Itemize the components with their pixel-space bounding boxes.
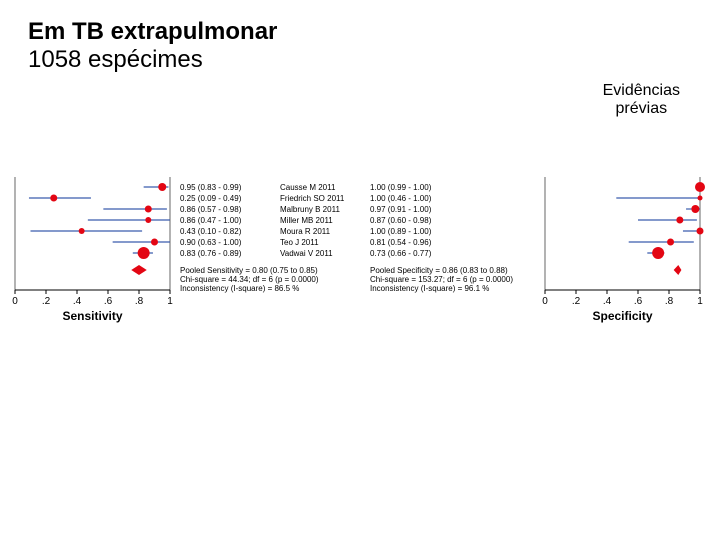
svg-text:Chi-square = 153.27; df = 6 (p: Chi-square = 153.27; df = 6 (p = 0.0000) <box>370 275 513 284</box>
svg-text:.6: .6 <box>634 296 643 307</box>
svg-text:.6: .6 <box>104 296 113 307</box>
svg-text:Inconsistency (I-square) = 96.: Inconsistency (I-square) = 96.1 % <box>370 284 489 293</box>
title-line1: Em TB extrapulmonar <box>28 18 277 46</box>
svg-text:1.00 (0.89 - 1.00): 1.00 (0.89 - 1.00) <box>370 227 432 236</box>
svg-text:0.83 (0.76 - 0.89): 0.83 (0.76 - 0.89) <box>180 249 242 258</box>
svg-text:0.90 (0.63 - 1.00): 0.90 (0.63 - 1.00) <box>180 238 242 247</box>
svg-text:Pooled Specificity = 0.86 (0.8: Pooled Specificity = 0.86 (0.83 to 0.88) <box>370 266 508 275</box>
svg-text:Vadwai V 2011: Vadwai V 2011 <box>280 249 333 258</box>
svg-text:0.73 (0.66 - 0.77): 0.73 (0.66 - 0.77) <box>370 249 432 258</box>
svg-text:0.97 (0.91 - 1.00): 0.97 (0.91 - 1.00) <box>370 205 432 214</box>
svg-text:1: 1 <box>697 296 703 307</box>
svg-text:.8: .8 <box>135 296 144 307</box>
side-label: Evidências prévias <box>603 82 680 118</box>
svg-text:Causse M 2011: Causse M 2011 <box>280 183 336 192</box>
svg-text:0: 0 <box>12 296 18 307</box>
svg-text:.8: .8 <box>665 296 674 307</box>
forest-plot-svg: Causse M 2011 Friedrich SO 2011 Malbruny B… <box>5 175 715 345</box>
title-line2: 1058 espécimes <box>28 46 277 74</box>
svg-text:Moura R 2011: Moura R 2011 <box>280 227 331 236</box>
svg-text:.4: .4 <box>73 296 82 307</box>
svg-text:0: 0 <box>542 296 548 307</box>
side-label-line1: Evidências <box>603 82 680 100</box>
page-title: Em TB extrapulmonar 1058 espécimes <box>28 18 277 74</box>
svg-text:Specificity: Specificity <box>592 309 652 323</box>
forest-plot-container: Causse M 2011 Friedrich SO 2011 Malbruny B… <box>5 175 715 345</box>
svg-text:0.95 (0.83 - 0.99): 0.95 (0.83 - 0.99) <box>180 183 242 192</box>
svg-text:0.87 (0.60 - 0.98): 0.87 (0.60 - 0.98) <box>370 216 432 225</box>
svg-text:0.81 (0.54 - 0.96): 0.81 (0.54 - 0.96) <box>370 238 432 247</box>
svg-text:Pooled Sensitivity = 0.80 (0.7: Pooled Sensitivity = 0.80 (0.75 to 0.85) <box>180 266 318 275</box>
svg-text:Chi-square = 44.34; df = 6 (p: Chi-square = 44.34; df = 6 (p = 0.0000) <box>180 275 319 284</box>
svg-text:Miller MB 2011: Miller MB 2011 <box>280 216 333 225</box>
side-label-line2: prévias <box>603 100 680 118</box>
svg-text:Friedrich SO 2011: Friedrich SO 2011 <box>280 194 345 203</box>
svg-text:0.86 (0.57 - 0.98): 0.86 (0.57 - 0.98) <box>180 205 242 214</box>
svg-text:Inconsistency (I-square) = 86.: Inconsistency (I-square) = 86.5 % <box>180 284 299 293</box>
svg-text:0.86 (0.47 - 1.00): 0.86 (0.47 - 1.00) <box>180 216 242 225</box>
svg-text:0.25 (0.09 - 0.49): 0.25 (0.09 - 0.49) <box>180 194 242 203</box>
svg-text:1: 1 <box>167 296 173 307</box>
svg-text:Malbruny B 2011: Malbruny B 2011 <box>280 205 340 214</box>
svg-text:Teo J 2011: Teo J 2011 <box>280 238 319 247</box>
svg-text:1.00 (0.99 - 1.00): 1.00 (0.99 - 1.00) <box>370 183 432 192</box>
svg-text:.4: .4 <box>603 296 612 307</box>
svg-text:Sensitivity: Sensitivity <box>62 309 122 323</box>
svg-text:.2: .2 <box>572 296 581 307</box>
svg-text:0.43 (0.10 - 0.82): 0.43 (0.10 - 0.82) <box>180 227 242 236</box>
svg-text:1.00 (0.46 - 1.00): 1.00 (0.46 - 1.00) <box>370 194 432 203</box>
svg-text:.2: .2 <box>42 296 51 307</box>
